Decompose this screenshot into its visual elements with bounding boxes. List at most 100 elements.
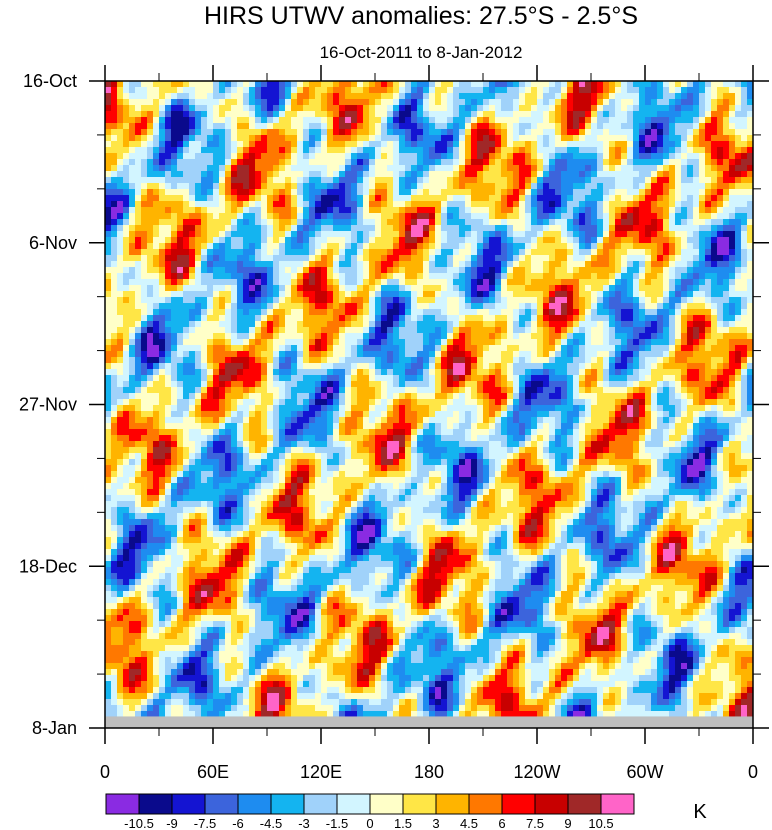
field-cell [165,351,172,358]
field-cell [147,141,154,148]
field-cell [705,303,712,310]
field-cell [633,183,640,190]
field-cell [621,303,628,310]
field-cell [177,231,184,238]
field-cell [303,231,310,238]
field-cell [249,225,256,232]
field-cell [657,201,664,208]
field-cell [177,147,184,154]
field-cell [129,321,136,328]
field-cell [669,129,676,136]
field-cell [195,93,202,100]
field-cell [417,333,424,340]
field-cell [189,93,196,100]
field-cell [585,117,592,124]
field-cell [549,255,556,262]
field-cell [159,351,166,358]
field-cell [303,159,310,166]
field-cell [717,201,724,208]
field-cell [387,309,394,316]
field-cell [597,243,604,250]
field-cell [411,345,418,352]
field-cell [471,267,478,274]
field-cell [471,81,478,88]
field-cell [483,303,490,310]
field-cell [333,237,340,244]
field-cell [453,249,460,256]
field-cell [195,117,202,124]
field-cell [339,285,346,292]
field-cell [525,291,532,298]
field-cell [507,243,514,250]
field-cell [459,303,466,310]
field-cell [597,297,604,304]
field-cell [549,309,556,316]
field-cell [723,81,730,88]
field-cell [549,273,556,280]
field-cell [573,183,580,190]
field-cell [657,105,664,112]
field-cell [285,195,292,202]
field-cell [705,333,712,340]
field-cell [291,351,298,358]
field-cell [297,255,304,262]
field-cell [189,111,196,118]
field-cell [333,321,340,328]
field-cell [687,117,694,124]
field-cell [591,207,598,214]
field-cell [357,291,364,298]
field-cell [309,147,316,154]
field-cell [603,297,610,304]
field-cell [729,351,736,358]
field-cell [627,123,634,130]
field-cell [357,93,364,100]
field-cell [135,165,142,172]
field-cell [645,93,652,100]
field-cell [417,327,424,334]
field-cell [609,153,616,160]
field-cell [105,195,112,202]
field-cell [471,237,478,244]
field-cell [717,213,724,220]
field-cell [609,291,616,298]
field-cell [705,309,712,316]
field-cell [237,87,244,94]
field-cell [657,207,664,214]
field-cell [393,183,400,190]
field-cell [171,135,178,142]
field-cell [117,339,124,346]
field-cell [525,345,532,352]
field-cell [225,237,232,244]
field-cell [339,231,346,238]
field-cell [597,255,604,262]
field-cell [207,297,214,304]
field-cell [213,237,220,244]
field-cell [429,291,436,298]
field-cell [687,255,694,262]
field-cell [699,279,706,286]
field-cell [675,321,682,328]
field-cell [531,321,538,328]
field-cell [705,267,712,274]
field-cell [261,129,268,136]
field-cell [393,93,400,100]
field-cell [627,99,634,106]
field-cell [603,99,610,106]
field-cell [105,141,112,148]
field-cell [705,165,712,172]
field-cell [207,303,214,310]
field-cell [711,207,718,214]
field-cell [747,273,754,280]
field-cell [123,117,130,124]
field-cell [405,255,412,262]
field-cell [147,333,154,340]
field-cell [561,171,568,178]
field-cell [381,141,388,148]
field-cell [711,273,718,280]
field-cell [717,99,724,106]
field-cell [183,357,190,364]
field-cell [129,255,136,262]
field-cell [519,309,526,316]
field-cell [501,141,508,148]
field-cell [411,267,418,274]
